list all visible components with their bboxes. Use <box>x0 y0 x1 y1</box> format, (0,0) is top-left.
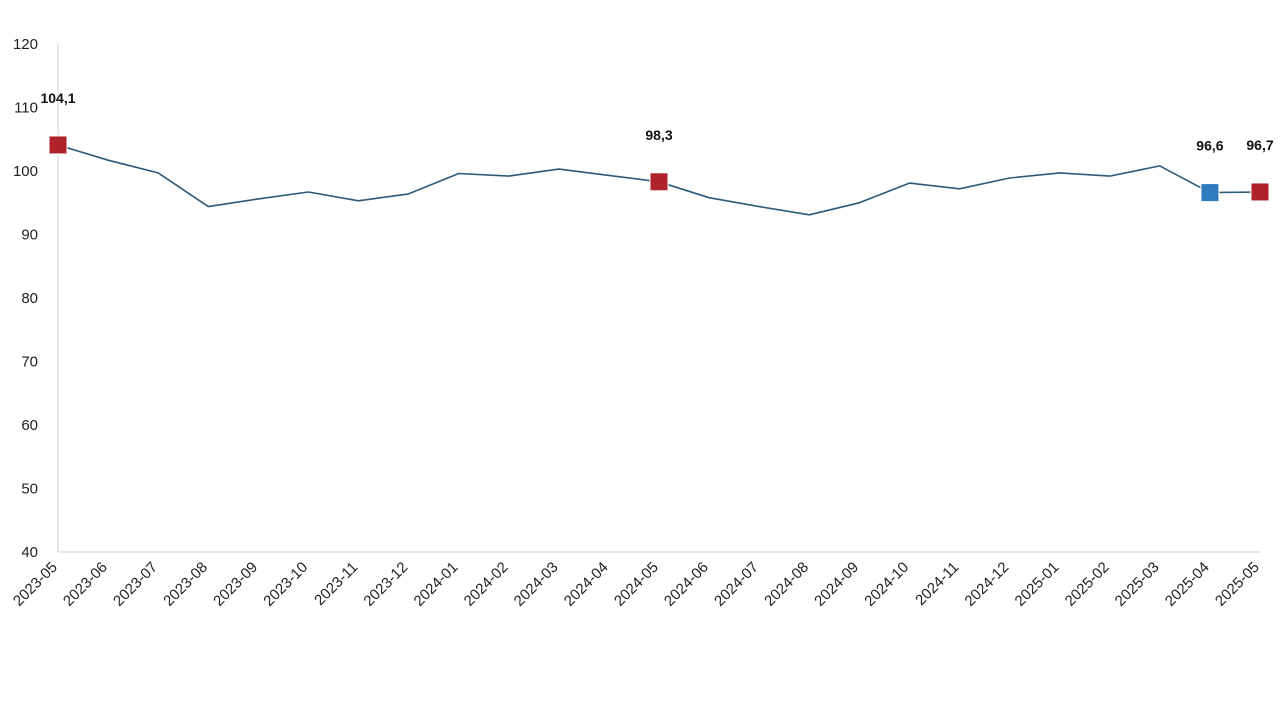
x-tick-label: 2023-10 <box>260 559 311 610</box>
x-tick-label: 2023-11 <box>311 559 361 609</box>
y-tick-label: 100 <box>13 163 38 180</box>
x-tick-label: 2024-11 <box>912 559 962 609</box>
y-tick-label: 120 <box>13 36 38 53</box>
data-label: 96,6 <box>1196 138 1223 154</box>
x-tick-label: 2024-09 <box>811 559 862 610</box>
y-tick-label: 70 <box>21 354 38 371</box>
y-tick-label: 90 <box>21 227 38 244</box>
x-tick-label: 2023-06 <box>60 559 111 610</box>
x-tick-label: 2023-05 <box>10 559 61 610</box>
data-point-marker <box>48 135 68 155</box>
x-tick-label: 2025-04 <box>1162 559 1213 610</box>
data-point-marker <box>1200 183 1220 203</box>
data-label: 98,3 <box>645 127 672 143</box>
data-label-group: 104,1 98,3 96,6 96,7 <box>40 90 1273 154</box>
x-tick-label: 2024-03 <box>511 559 562 610</box>
y-tick-label: 60 <box>21 417 38 434</box>
chart-axes <box>57 44 1260 553</box>
x-tick-label: 2023-12 <box>360 559 411 610</box>
y-tick-label: 80 <box>21 290 38 307</box>
y-tick-label: 40 <box>21 544 38 561</box>
x-tick-label: 2024-07 <box>711 559 762 610</box>
y-axis-ticks: 40 50 60 70 80 90 100 110 120 <box>13 36 38 561</box>
x-tick-label: 2025-01 <box>1012 559 1063 610</box>
x-tick-label: 2025-05 <box>1212 559 1263 610</box>
x-tick-label: 2024-12 <box>961 559 1012 610</box>
x-tick-label: 2024-04 <box>561 559 612 610</box>
x-tick-label: 2023-08 <box>160 559 211 610</box>
marker-group <box>48 135 1270 203</box>
y-tick-label: 110 <box>14 100 38 117</box>
data-point-marker <box>1250 182 1270 202</box>
x-axis-ticks: 2023-05 2023-06 2023-07 2023-08 2023-09 2023-… <box>10 559 1263 610</box>
y-tick-label: 50 <box>21 481 38 498</box>
data-label: 104,1 <box>40 90 75 106</box>
x-tick-label: 2024-05 <box>611 559 662 610</box>
x-tick-label: 2023-07 <box>110 559 161 610</box>
x-tick-label: 2023-09 <box>210 559 261 610</box>
x-tick-label: 2024-01 <box>411 559 462 610</box>
x-tick-label: 2024-06 <box>661 559 712 610</box>
x-tick-label: 2025-02 <box>1062 559 1113 610</box>
x-tick-label: 2024-02 <box>461 559 512 610</box>
x-tick-label: 2025-03 <box>1112 559 1163 610</box>
data-label: 96,7 <box>1246 137 1273 153</box>
x-tick-label: 2024-10 <box>861 559 912 610</box>
x-tick-label: 2024-08 <box>761 559 812 610</box>
data-point-marker <box>649 172 669 192</box>
